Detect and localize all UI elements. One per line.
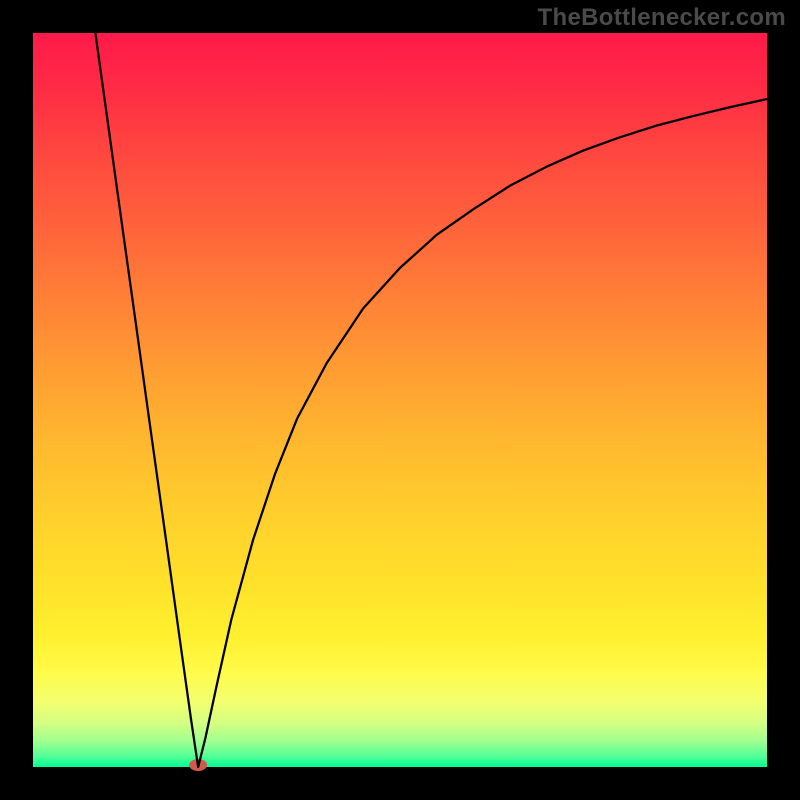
attribution-text: TheBottlenecker.com	[538, 4, 786, 32]
bottleneck-curve	[95, 33, 767, 767]
plot-area	[33, 33, 767, 767]
figure-root: TheBottlenecker.com	[0, 0, 800, 800]
curve-layer	[33, 33, 767, 767]
